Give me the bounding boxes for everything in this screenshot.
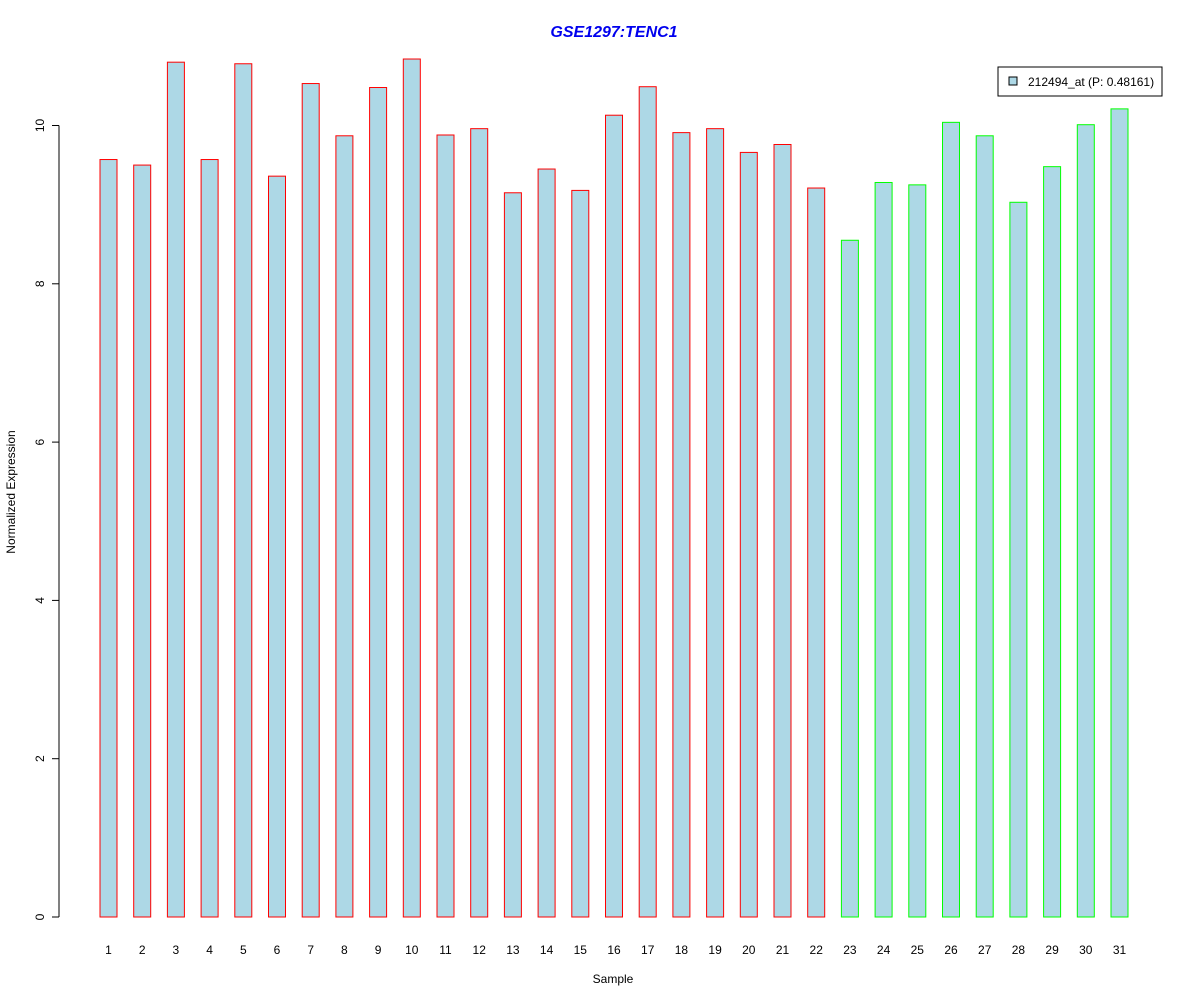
x-tick-label: 20 (742, 943, 756, 957)
bar-sample-13 (503, 192, 522, 918)
bar-sample-20 (739, 151, 758, 918)
bar-sample-9 (369, 87, 388, 918)
x-tick-label: 16 (607, 943, 621, 957)
x-tick-label: 11 (439, 943, 452, 957)
bar-sample-12 (470, 128, 489, 918)
x-tick-label: 28 (1012, 943, 1026, 957)
x-tick-label: 3 (173, 943, 180, 957)
bar-sample-22 (807, 187, 826, 918)
bar-sample-15 (571, 189, 590, 918)
bar-sample-2 (133, 164, 152, 918)
y-tick-label: 6 (33, 438, 47, 445)
x-tick-label: 21 (776, 943, 790, 957)
y-tick-label: 10 (33, 119, 47, 133)
x-tick-label: 9 (375, 943, 382, 957)
bar-sample-8 (335, 135, 354, 918)
legend: 212494_at (P: 0.48161) (997, 66, 1163, 97)
x-tick-label: 29 (1045, 943, 1059, 957)
x-tick-label: 14 (540, 943, 554, 957)
legend-swatch (1008, 76, 1018, 86)
y-tick-label: 8 (33, 280, 47, 287)
legend-box (997, 66, 1163, 97)
y-tick-label: 2 (33, 755, 47, 762)
bar-sample-23 (840, 239, 859, 918)
x-tick-label: 5 (240, 943, 247, 957)
x-tick-label: 25 (911, 943, 925, 957)
bar-sample-29 (1043, 166, 1062, 918)
chart-title: GSE1297:TENC1 (550, 24, 677, 41)
bar-sample-24 (874, 181, 893, 918)
bar-sample-19 (706, 128, 725, 918)
bar-sample-1 (99, 159, 118, 918)
x-tick-label: 19 (708, 943, 722, 957)
y-tick-label: 4 (33, 597, 47, 604)
x-tick-label: 15 (574, 943, 588, 957)
x-tick-label: 2 (139, 943, 146, 957)
x-tick-label: 24 (877, 943, 891, 957)
bar-sample-5 (234, 63, 253, 918)
bar-sample-31 (1110, 108, 1129, 918)
x-tick-label: 23 (843, 943, 857, 957)
x-tick-labels: 1 2 3 4 5 6 7 8 9 10 11 12 13 14 15 16 17 18 19 20 21 22 23 24 2… (105, 943, 1126, 957)
x-tick-label: 12 (473, 943, 487, 957)
bar-sample-25 (908, 184, 927, 918)
x-tick-label: 7 (307, 943, 314, 957)
y-tick-label: 0 (33, 913, 47, 920)
bar-sample-11 (436, 134, 455, 918)
x-tick-label: 18 (675, 943, 689, 957)
y-axis-label: Normalized Expression (4, 430, 18, 553)
bar-sample-10 (402, 58, 421, 918)
x-tick-label: 8 (341, 943, 348, 957)
bar-sample-21 (773, 143, 792, 918)
bar-sample-4 (200, 159, 219, 918)
bar-sample-27 (975, 135, 994, 918)
x-tick-label: 6 (274, 943, 281, 957)
y-axis: 0 2 4 6 8 10 (33, 119, 60, 920)
x-axis-label: Sample (593, 972, 634, 986)
bar-sample-17 (638, 86, 657, 918)
bar-sample-7 (301, 83, 320, 918)
bar-sample-26 (942, 121, 960, 918)
legend-label: 212494_at (P: 0.48161) (1028, 75, 1154, 89)
bar-sample-16 (605, 114, 623, 918)
bars-group (99, 58, 1129, 918)
x-tick-label: 22 (810, 943, 824, 957)
x-tick-label: 1 (105, 943, 112, 957)
bar-sample-18 (672, 132, 691, 918)
x-tick-label: 31 (1113, 943, 1127, 957)
bar-sample-30 (1076, 124, 1095, 918)
x-tick-label: 17 (641, 943, 655, 957)
x-tick-label: 4 (206, 943, 213, 957)
bar-sample-3 (166, 61, 185, 918)
x-tick-label: 26 (944, 943, 958, 957)
x-tick-label: 27 (978, 943, 992, 957)
bar-sample-6 (268, 175, 286, 918)
x-tick-label: 13 (506, 943, 520, 957)
x-tick-label: 30 (1079, 943, 1093, 957)
x-tick-label: 10 (405, 943, 419, 957)
bar-sample-28 (1009, 201, 1028, 918)
bar-sample-14 (537, 168, 556, 918)
